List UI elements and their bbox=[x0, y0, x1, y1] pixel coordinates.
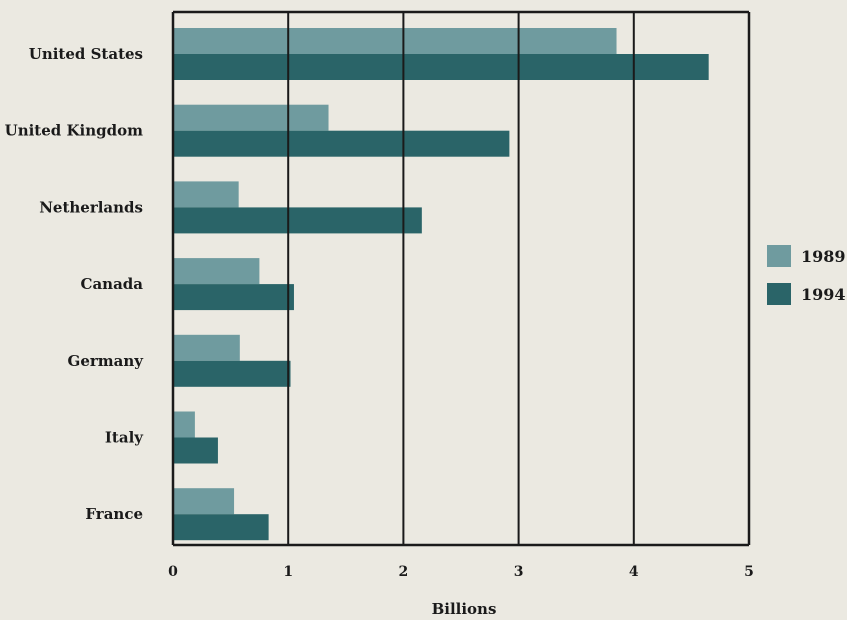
category-label-united-states: United States bbox=[29, 45, 143, 63]
category-label-germany: Germany bbox=[68, 352, 145, 370]
legend: 1989 1994 bbox=[767, 245, 846, 305]
x-tick-label-1: 1 bbox=[283, 564, 293, 580]
x-tick-label-0: 0 bbox=[168, 564, 178, 580]
category-label-united-kingdom: United Kingdom bbox=[5, 122, 143, 140]
category-label-canada: Canada bbox=[81, 275, 144, 293]
bar-united-kingdom-1989 bbox=[173, 104, 329, 131]
bar-germany-1989 bbox=[173, 334, 240, 361]
bar-netherlands-1994 bbox=[173, 207, 422, 234]
bar-france-1989 bbox=[173, 488, 235, 515]
x-tick-label-3: 3 bbox=[514, 564, 524, 580]
x-axis-title: Billions bbox=[432, 600, 497, 618]
bar-italy-1994 bbox=[173, 437, 218, 464]
x-tick-labels: 0 1 2 3 4 5 bbox=[168, 564, 754, 580]
bar-italy-1989 bbox=[173, 411, 195, 438]
bar-germany-1994 bbox=[173, 360, 291, 387]
legend-swatch-1994 bbox=[767, 283, 791, 305]
legend-swatch-1989 bbox=[767, 245, 791, 267]
legend-label-1994: 1994 bbox=[801, 285, 846, 304]
bars-layer bbox=[173, 28, 709, 541]
bar-united-states-1989 bbox=[173, 28, 617, 54]
bar-france-1994 bbox=[173, 514, 269, 541]
bar-canada-1994 bbox=[173, 284, 294, 311]
category-label-netherlands: Netherlands bbox=[39, 198, 143, 216]
category-labels: United States United Kingdom Netherlands Ca… bbox=[5, 45, 145, 523]
x-tick-label-2: 2 bbox=[399, 564, 409, 580]
bar-united-kingdom-1994 bbox=[173, 130, 510, 157]
x-tick-label-5: 5 bbox=[744, 564, 754, 580]
category-label-italy: Italy bbox=[105, 429, 144, 447]
bar-netherlands-1989 bbox=[173, 181, 239, 208]
x-tick-label-4: 4 bbox=[629, 564, 639, 580]
category-label-france: France bbox=[85, 505, 143, 523]
bar-united-states-1994 bbox=[173, 54, 709, 80]
grid-layer bbox=[171, 10, 751, 547]
legend-label-1989: 1989 bbox=[801, 247, 846, 266]
bar-canada-1989 bbox=[173, 258, 260, 285]
